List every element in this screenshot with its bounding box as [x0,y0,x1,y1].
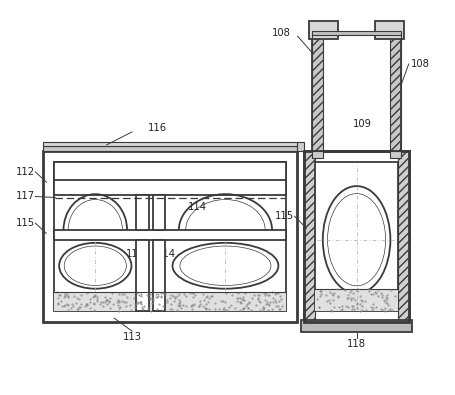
Bar [43,151,296,322]
Bar [43,146,296,151]
Text: 112: 112 [16,167,35,177]
Bar [312,34,400,151]
Bar [304,151,408,322]
Bar [389,34,400,151]
Bar [304,151,315,322]
Text: 117: 117 [16,190,35,201]
Bar [152,195,165,230]
Bar [54,230,285,240]
Bar [374,21,403,39]
Bar [315,162,397,311]
Bar [301,320,411,332]
Text: 111: 111 [110,170,129,181]
Bar [309,21,338,39]
Bar [152,240,165,311]
Text: 113: 113 [122,332,141,342]
Ellipse shape [59,243,131,289]
Text: 110: 110 [267,162,286,172]
Bar [136,195,149,230]
Text: 115: 115 [274,211,293,221]
Bar [315,289,397,311]
Bar [312,34,323,151]
Text: 116: 116 [147,123,167,133]
Bar [312,151,323,158]
Bar [43,142,296,146]
Bar [389,151,400,158]
Ellipse shape [172,243,278,289]
Text: 108: 108 [410,59,429,69]
Text: 114: 114 [157,249,175,259]
Text: 118: 118 [346,339,365,349]
Bar [54,162,285,195]
Text: 109: 109 [352,118,371,128]
Text: 115: 115 [16,218,35,228]
Bar [136,240,149,311]
Bar [54,162,285,311]
Bar [304,151,408,322]
Bar [54,292,285,311]
Ellipse shape [322,186,389,293]
Bar [296,142,304,151]
Bar [312,31,400,35]
Bar [397,151,408,322]
Text: 108: 108 [272,28,290,38]
Text: 114: 114 [188,202,207,212]
Text: 114: 114 [126,249,145,259]
